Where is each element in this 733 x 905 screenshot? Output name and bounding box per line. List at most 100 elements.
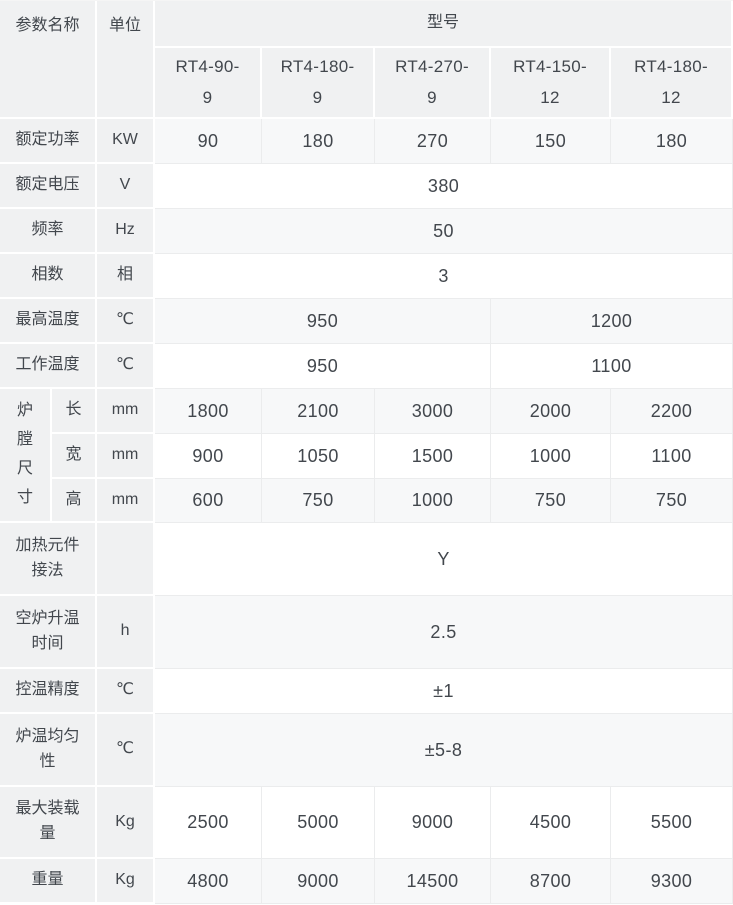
row-label: 加热元件接法 [0,523,98,596]
table-row: 额定电压 V 380 [0,164,733,209]
row-label: 额定电压 [0,164,98,209]
row-unit: h [97,596,156,669]
furnace-size-group-label: 炉膛尺寸 [0,389,52,523]
table-row: 最高温度 ℃ 950 1200 [0,299,733,344]
value-cell: 5000 [262,787,376,859]
model-name: RT4-180- 9 [280,56,355,107]
model-group-header: 型号 [155,1,733,48]
row-unit: mm [97,434,156,479]
table-row: 最大装载量 Kg 2500 5000 9000 4500 5500 [0,787,733,859]
row-label: 炉温均匀性 [0,714,98,787]
unit-header: 单位 [97,1,156,119]
row-unit: Kg [97,787,156,859]
row-label: 频率 [0,209,98,254]
table-row: 控温精度 ℃ ±1 [0,669,733,714]
model-name: RT4-180- 12 [634,56,708,107]
row-label: 宽 [52,434,98,479]
row-label: 额定功率 [0,119,98,164]
model-name: RT4-150- 12 [513,56,587,107]
row-unit: ℃ [97,299,156,344]
value-cell: 14500 [375,859,492,904]
model-header-cell: RT4-180- 12 [611,48,733,119]
row-label: 相数 [0,254,98,299]
row-unit: V [97,164,156,209]
value-cell: 3000 [375,389,492,434]
row-unit: ℃ [97,714,156,787]
row-unit [97,523,156,596]
value-cell-right-group: 1200 [491,299,733,344]
value-cell: 5500 [611,787,733,859]
value-cell: 750 [262,479,376,523]
value-cell-left-group: 950 [155,344,492,389]
value-cell: 900 [155,434,263,479]
model-header-cell: RT4-150- 12 [491,48,612,119]
value-cell: 9300 [611,859,733,904]
table-row: 重量 Kg 4800 9000 14500 8700 9300 [0,859,733,904]
model-header-cell: RT4-270- 9 [375,48,492,119]
row-unit: mm [97,479,156,523]
value-cell: 4500 [491,787,612,859]
value-cell: 270 [375,119,492,164]
row-unit: 相 [97,254,156,299]
value-cell: 1050 [262,434,376,479]
row-unit: Hz [97,209,156,254]
param-name-header: 参数名称 [0,1,98,119]
row-label: 重量 [0,859,98,904]
value-cell: 1100 [611,434,733,479]
table-row: 额定功率 KW 90 180 270 150 180 [0,119,733,164]
value-cell: 750 [611,479,733,523]
value-cell-left-group: 950 [155,299,492,344]
value-cell: 1000 [491,434,612,479]
value-cell: 2200 [611,389,733,434]
table-row: 相数 相 3 [0,254,733,299]
row-unit: ℃ [97,669,156,714]
row-label: 最大装载量 [0,787,98,859]
row-label: 控温精度 [0,669,98,714]
table-row: 高 mm 600 750 1000 750 750 [0,479,733,523]
value-cell-span: ±5-8 [155,714,733,787]
row-label: 空炉升温时间 [0,596,98,669]
row-unit: ℃ [97,344,156,389]
table-row: 炉膛尺寸 长 mm 1800 2100 3000 2000 2200 [0,389,733,523]
value-cell: 9000 [262,859,376,904]
model-name: RT4-90- 9 [175,56,240,107]
value-cell: 180 [262,119,376,164]
model-header-cell: RT4-180- 9 [262,48,376,119]
value-cell-right-group: 1100 [491,344,733,389]
table-header-row: 参数名称 单位 型号 [0,1,733,119]
value-cell: 1000 [375,479,492,523]
value-cell: 4800 [155,859,263,904]
vertical-label: 炉膛尺寸 [17,402,34,506]
table-row: 工作温度 ℃ 950 1100 [0,344,733,389]
value-cell: 1800 [155,389,263,434]
row-label: 最高温度 [0,299,98,344]
value-cell-span: 380 [155,164,733,209]
value-cell: 2000 [491,389,612,434]
table-row: 炉温均匀性 ℃ ±5-8 [0,714,733,787]
table-row: 频率 Hz 50 [0,209,733,254]
row-label: 长 [52,389,98,434]
value-cell: 750 [491,479,612,523]
value-cell: 2100 [262,389,376,434]
value-cell-span: 2.5 [155,596,733,669]
value-cell-span: 50 [155,209,733,254]
table-row: 宽 mm 900 1050 1500 1000 1100 [0,434,733,479]
row-unit: KW [97,119,156,164]
value-cell: 150 [491,119,612,164]
value-cell-span: Y [155,523,733,596]
row-label: 工作温度 [0,344,98,389]
table-row: 空炉升温时间 h 2.5 [0,596,733,669]
value-cell: 2500 [155,787,263,859]
model-names-row: RT4-90- 9 RT4-180- 9 RT4-270- 9 RT4-150-… [0,48,733,119]
value-cell: 9000 [375,787,492,859]
value-cell-span: 3 [155,254,733,299]
value-cell-span: ±1 [155,669,733,714]
value-cell: 90 [155,119,263,164]
value-cell: 8700 [491,859,612,904]
model-name: RT4-270- 9 [395,56,469,107]
row-label: 高 [52,479,98,523]
value-cell: 1500 [375,434,492,479]
value-cell: 180 [611,119,733,164]
